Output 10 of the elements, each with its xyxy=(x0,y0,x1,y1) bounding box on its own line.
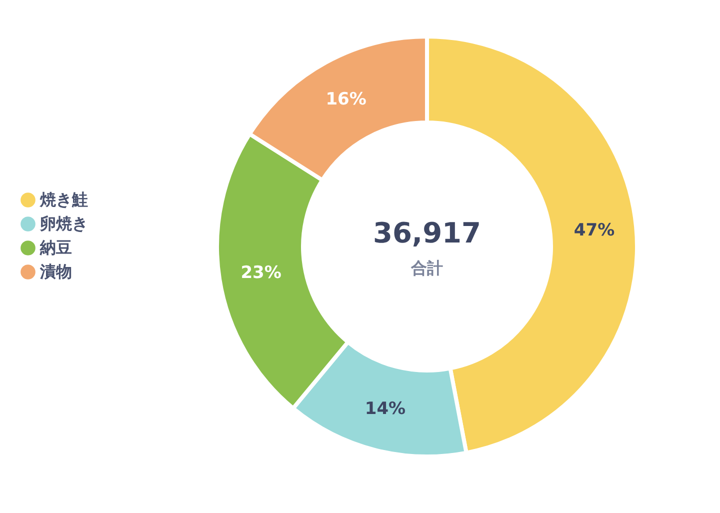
data-label: 23% xyxy=(240,262,282,283)
text: 36,917 xyxy=(372,216,482,250)
legend-label: 卵焼き xyxy=(39,214,88,233)
data-label: 14% xyxy=(364,399,406,420)
legend-label: 納豆 xyxy=(39,238,72,257)
text: 合計 xyxy=(410,258,443,278)
legend-label: 漬物 xyxy=(39,262,72,281)
data-label: 16% xyxy=(326,89,366,110)
data-label: 47% xyxy=(574,220,615,241)
legend-label: 焼き鮭 xyxy=(39,190,88,209)
